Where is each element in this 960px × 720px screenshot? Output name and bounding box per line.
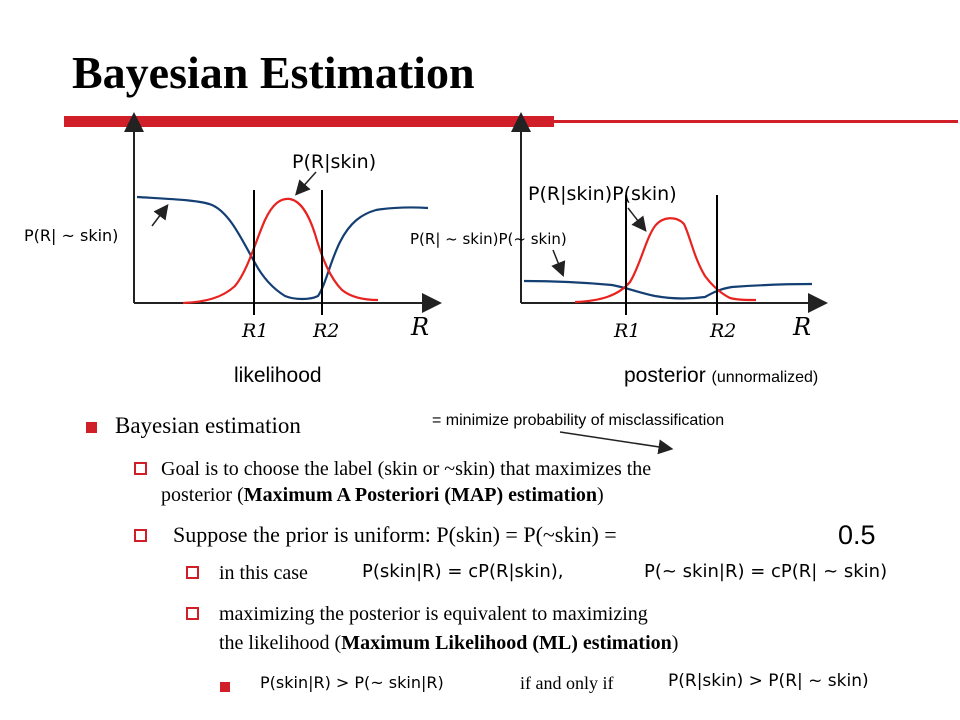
posterior-r2-label: R2 [709,320,736,342]
likelihood-figure: P(R|skin) P(R| ~ skin) R R1 R2 [24,112,442,342]
title-accent-bar [64,116,554,127]
likelihood-skin-pointer [295,171,317,196]
posterior-skin-label: P(R|skin)P(skin) [528,183,677,205]
formula-posterior-skin: P(skin|R) = cP(R|skin), [362,561,564,582]
bullet-marker [220,682,230,692]
posterior-caption: posterior (unnormalized) [624,364,818,388]
likelihood-not-skin-curve [136,195,429,301]
bullet-in-this-case: in this case [186,562,308,585]
formula-ml-decision: P(R|skin) > P(R| ~ skin) [668,671,869,691]
misclassification-arrow [559,431,674,455]
misclassification-note: = minimize probability of misclassificat… [432,412,725,429]
bullet-marker [186,607,199,620]
bullet-marker [134,529,147,542]
posterior-axis-label: R [792,313,811,341]
bullet-maximizing: maximizing the posterior is equivalent t… [186,600,678,658]
formula-map-decision: P(skin|R) > P(~ skin|R) [260,673,444,692]
bullet-ml-rule [220,677,230,696]
posterior-not-skin-label: P(R| ~ skin)P(~ skin) [410,230,567,248]
posterior-caption-sub: (unnormalized) [711,369,819,386]
likelihood-r2-label: R2 [312,320,339,342]
likelihood-caption: likelihood [234,364,322,387]
bullet-marker [134,462,147,475]
bullet-marker [86,422,97,433]
posterior-r1-label: R1 [613,320,640,342]
title-accent-line [554,120,958,123]
likelihood-skin-label: P(R|skin) [292,151,376,173]
formula-posterior-not-skin: P(~ skin|R) = cP(R| ~ skin) [644,561,888,582]
iff-text: if and only if [520,673,614,693]
prior-value: 0.5 [838,520,876,550]
posterior-skin-curve [574,217,757,304]
bullet-goal: Goal is to choose the label (skin or ~sk… [134,456,651,508]
likelihood-not-skin-label: P(R| ~ skin) [24,226,118,245]
bullet-marker [186,566,199,579]
posterior-skin-pointer [627,207,647,232]
likelihood-skin-curve [182,197,379,305]
bullet-uniform-prior: Suppose the prior is uniform: P(skin) = … [134,522,617,548]
posterior-caption-main: posterior [624,364,706,387]
likelihood-r1-label: R1 [241,320,268,342]
posterior-not-skin-pointer [551,249,566,277]
likelihood-axis-label: R [410,313,429,341]
bullet-bayesian-estimation: Bayesian estimation [86,413,301,439]
slide-title: Bayesian Estimation [72,47,475,98]
likelihood-not-skin-pointer [151,204,169,227]
posterior-figure: P(R|skin)P(skin) P(R| ~ skin)P(~ skin) R… [410,112,828,342]
posterior-not-skin-curve [523,279,813,300]
